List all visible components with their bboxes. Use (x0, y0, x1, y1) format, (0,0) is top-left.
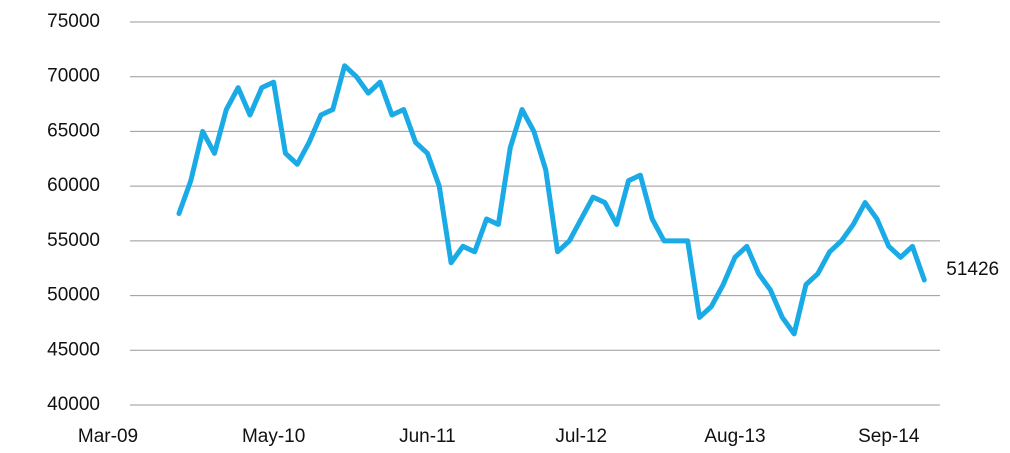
x-tick-label: May-10 (242, 426, 305, 447)
y-tick-label: 45000 (47, 339, 100, 360)
y-tick-label: 55000 (47, 230, 100, 251)
line-series (176, 63, 927, 337)
y-tick-label: 50000 (47, 285, 100, 306)
y-tick-label: 40000 (47, 394, 100, 415)
x-tick-label: Mar-09 (78, 426, 138, 447)
end-value-label: 51426 (946, 259, 999, 280)
y-tick-label: 75000 (47, 11, 100, 32)
y-tick-label: 65000 (47, 120, 100, 141)
x-tick-label: Aug-13 (704, 426, 765, 447)
y-tick-label: 60000 (47, 175, 100, 196)
y-tick-label: 70000 (47, 66, 100, 87)
x-tick-label: Sep-14 (858, 426, 920, 447)
x-tick-label: Jun-11 (399, 426, 456, 447)
x-tick-label: Jul-12 (555, 426, 607, 447)
